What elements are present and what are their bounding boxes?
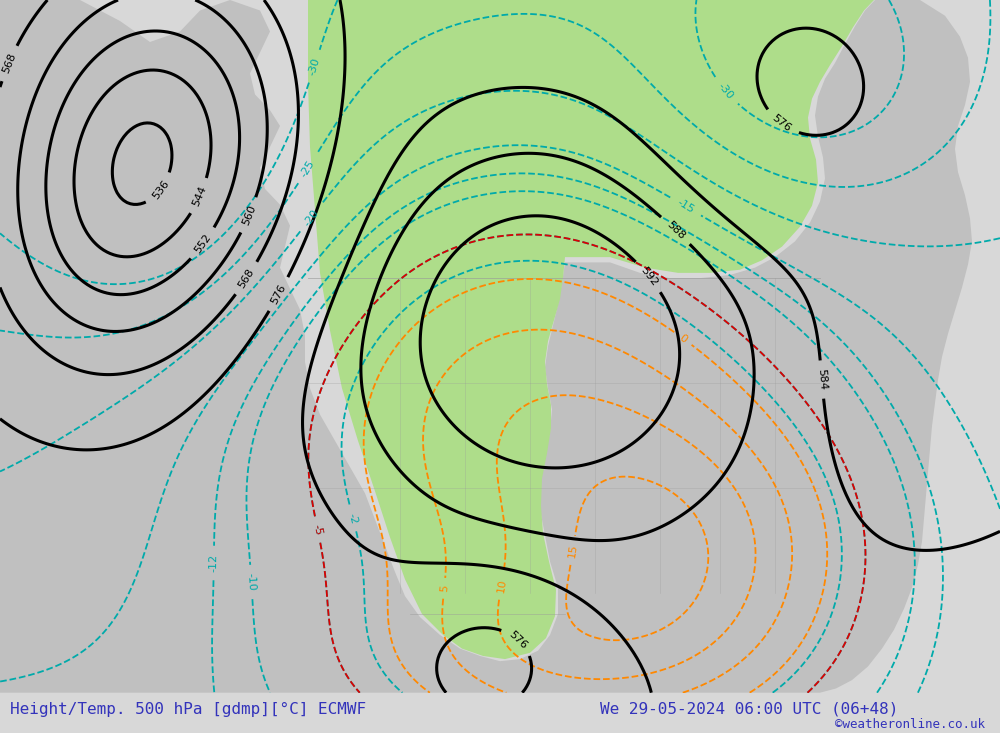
Text: Height/Temp. 500 hPa [gdmp][°C] ECMWF: Height/Temp. 500 hPa [gdmp][°C] ECMWF (10, 702, 366, 717)
Text: -30: -30 (716, 81, 735, 101)
Text: -5: -5 (312, 523, 324, 537)
Text: -15: -15 (675, 197, 696, 216)
Text: 576: 576 (269, 282, 288, 306)
Text: 5: 5 (439, 584, 450, 592)
Text: 592: 592 (638, 265, 659, 288)
Text: 568: 568 (237, 267, 257, 290)
Text: -25: -25 (299, 158, 317, 179)
Polygon shape (0, 0, 972, 693)
Text: 576: 576 (507, 630, 529, 651)
Text: -20: -20 (302, 207, 320, 228)
Text: -5: -5 (312, 523, 324, 537)
Text: 552: 552 (193, 232, 213, 255)
Text: ©weatheronline.co.uk: ©weatheronline.co.uk (835, 718, 985, 731)
Text: 544: 544 (191, 185, 209, 208)
Text: -10: -10 (246, 572, 257, 592)
Text: -30: -30 (307, 56, 322, 76)
Text: -2: -2 (347, 512, 359, 526)
Text: 536: 536 (150, 178, 171, 201)
Text: 568: 568 (0, 51, 17, 75)
Text: 10: 10 (495, 578, 508, 593)
Text: 584: 584 (816, 369, 828, 391)
Text: 0: 0 (677, 332, 689, 345)
Text: 15: 15 (567, 542, 579, 558)
Text: 576: 576 (770, 113, 793, 134)
Polygon shape (308, 0, 874, 659)
Text: We 29-05-2024 06:00 UTC (06+48): We 29-05-2024 06:00 UTC (06+48) (600, 702, 898, 717)
Text: -12: -12 (209, 554, 219, 572)
Text: 588: 588 (665, 219, 687, 241)
Polygon shape (0, 0, 1000, 693)
Text: 560: 560 (240, 204, 258, 226)
